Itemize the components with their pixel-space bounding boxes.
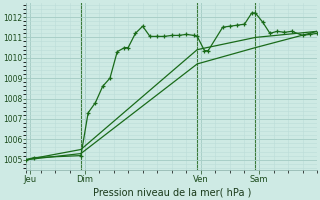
X-axis label: Pression niveau de la mer( hPa ): Pression niveau de la mer( hPa ) bbox=[92, 187, 251, 197]
